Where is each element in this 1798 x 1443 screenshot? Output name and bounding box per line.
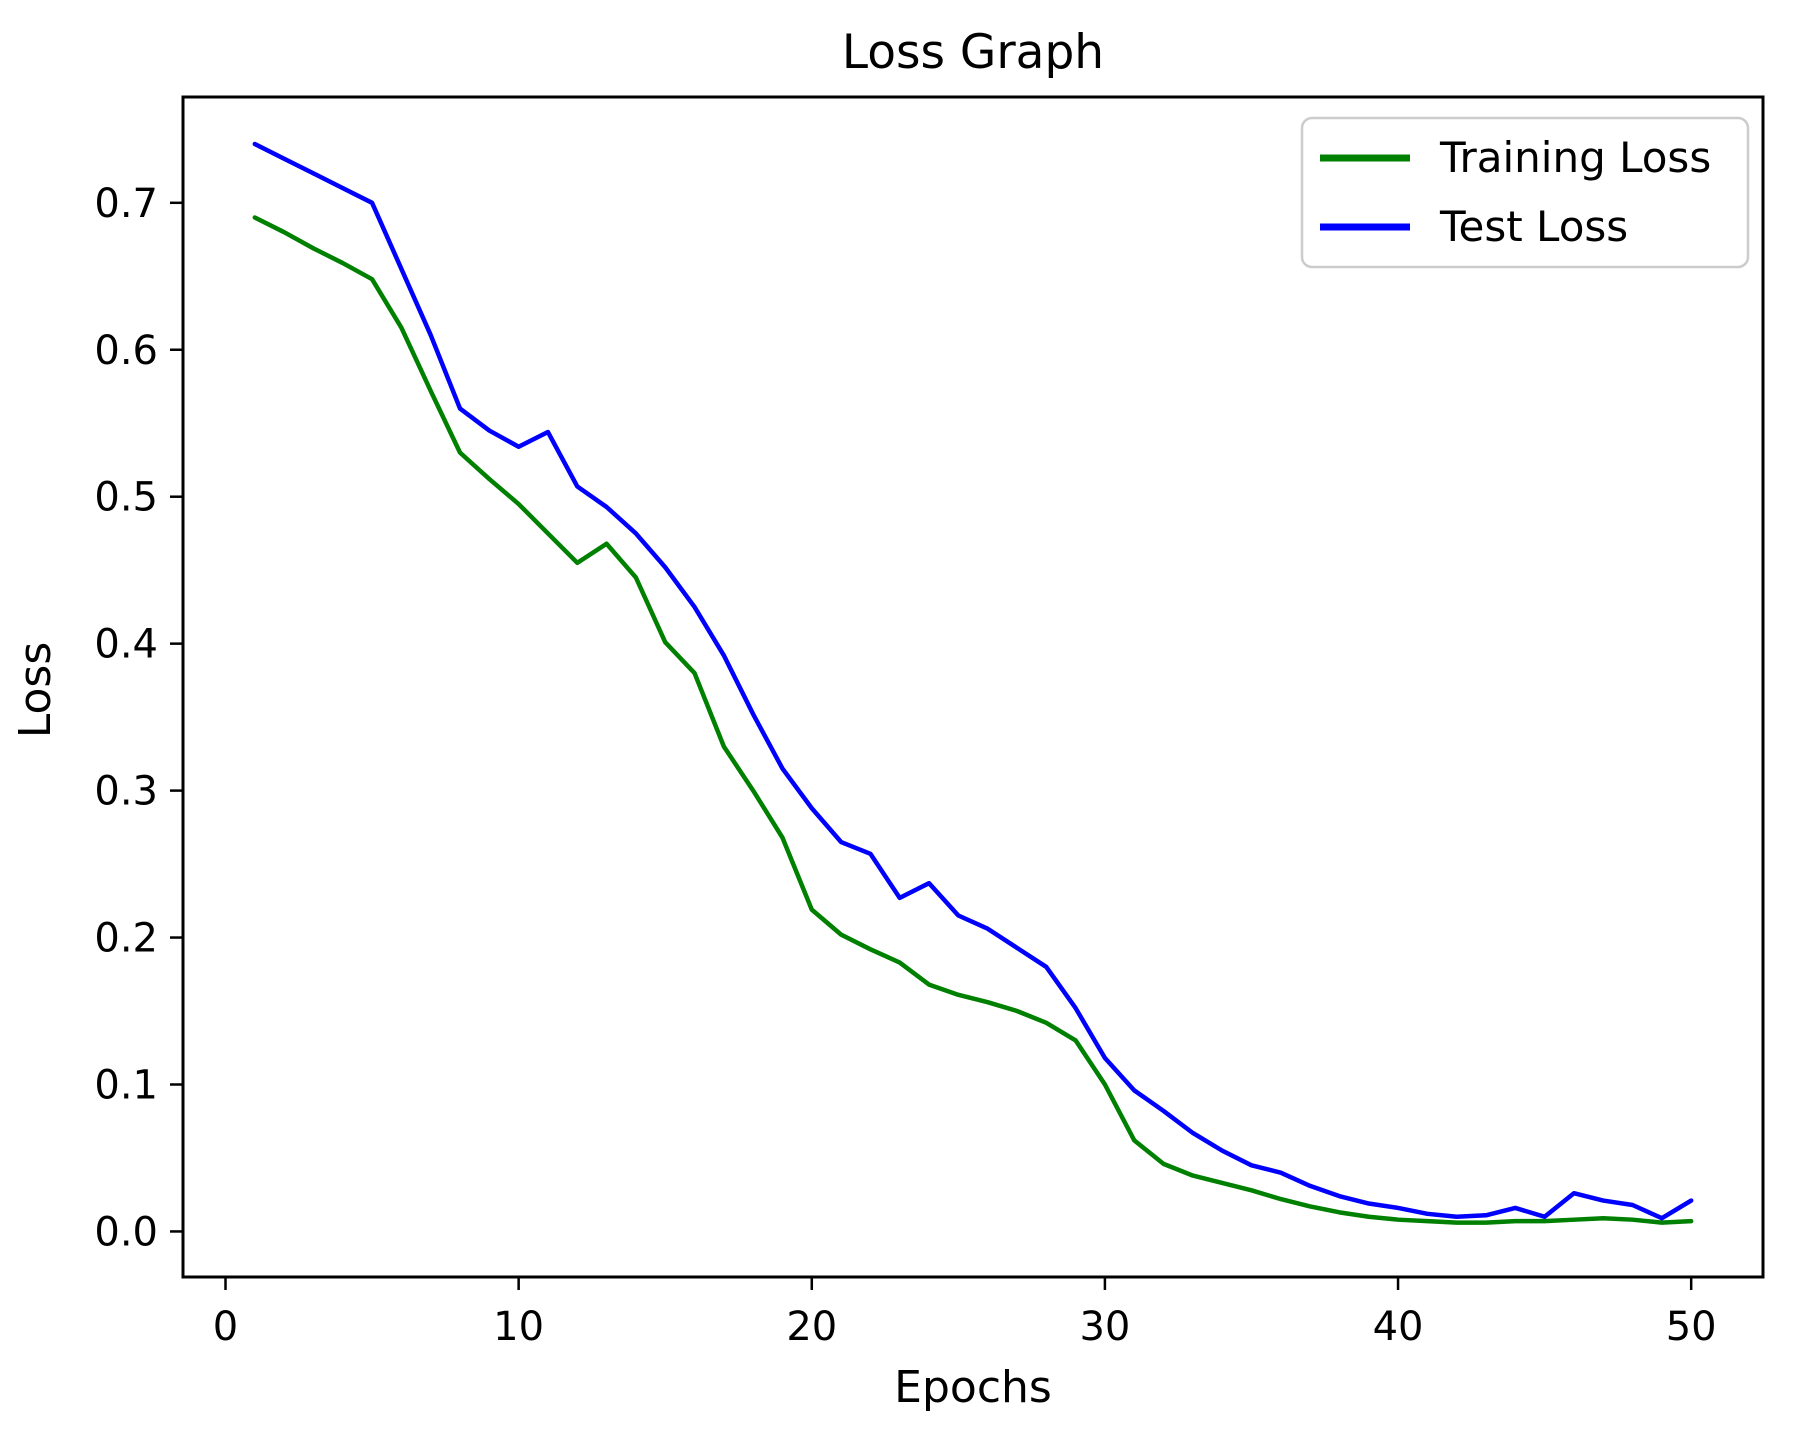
- x-tick-label: 10: [493, 1304, 544, 1350]
- x-tick-label: 30: [1079, 1304, 1130, 1350]
- y-axis-ticks: [170, 201, 183, 1233]
- legend: Training Loss Test Loss: [1300, 116, 1750, 269]
- training-loss-line: [252, 215, 1694, 1225]
- y-tick-label: 0.4: [94, 622, 158, 668]
- test-loss-line: [252, 141, 1694, 1221]
- legend-label-training-loss: Training Loss: [1439, 133, 1711, 182]
- x-axis-tick-labels: 0 10 20 30 40 50: [213, 1304, 1717, 1350]
- y-tick-label: 0.2: [94, 916, 158, 962]
- series-lines: [252, 141, 1694, 1225]
- plot-area-border: [181, 95, 1765, 1279]
- y-axis-tick-labels: 0.0 0.1 0.2 0.3 0.4 0.5 0.6 0.7: [94, 181, 158, 1256]
- y-tick-label: 0.3: [94, 769, 158, 815]
- x-tick-label: 20: [786, 1304, 837, 1350]
- legend-box: [1300, 116, 1750, 269]
- y-axis-label: Loss: [10, 642, 61, 739]
- x-tick-label: 50: [1666, 1304, 1717, 1350]
- y-tick-label: 0.1: [94, 1062, 158, 1108]
- y-tick-label: 0.7: [94, 181, 158, 227]
- x-axis-label: Epochs: [894, 1362, 1052, 1413]
- y-tick-label: 0.6: [94, 328, 158, 374]
- legend-label-test-loss: Test Loss: [1439, 202, 1628, 251]
- x-tick-label: 0: [213, 1304, 238, 1350]
- x-axis-ticks: [224, 1277, 1693, 1290]
- y-tick-label: 0.0: [94, 1209, 158, 1255]
- legend-item-test-loss: Test Loss: [1320, 202, 1628, 251]
- chart-title: Loss Graph: [842, 25, 1104, 80]
- y-tick-label: 0.5: [94, 475, 158, 521]
- x-tick-label: 40: [1373, 1304, 1424, 1350]
- legend-item-training-loss: Training Loss: [1320, 133, 1711, 182]
